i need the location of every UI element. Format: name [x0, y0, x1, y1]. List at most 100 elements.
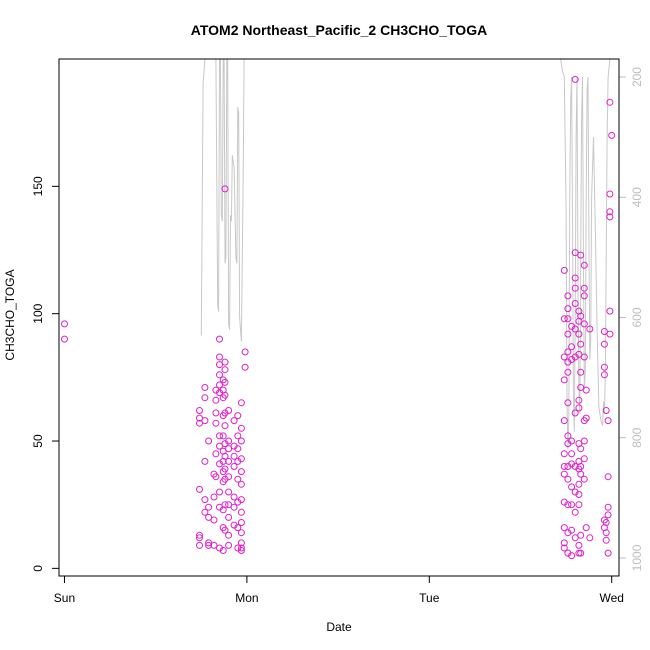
data-point: [196, 407, 203, 414]
data-point: [237, 519, 245, 526]
data-point: [560, 463, 568, 470]
data-point: [230, 493, 238, 501]
data-point: [575, 491, 583, 498]
data-point: [580, 284, 588, 292]
data-point: [221, 452, 229, 460]
data-point: [212, 419, 220, 427]
data-point: [564, 305, 572, 313]
data-point: [560, 544, 568, 552]
data-point: [216, 488, 223, 496]
data-point: [237, 468, 245, 476]
data-point: [582, 524, 590, 532]
data-point: [604, 417, 612, 425]
data-point: [560, 353, 568, 361]
data-point: [606, 307, 614, 315]
data-point: [212, 396, 220, 404]
data-point: [237, 424, 245, 432]
data-point: [221, 501, 229, 509]
data-point: [564, 330, 572, 338]
data-point: [212, 450, 220, 458]
data-point: [210, 493, 218, 501]
data-point: [221, 358, 229, 366]
data-point: [575, 330, 583, 338]
data-point: [237, 529, 245, 537]
data-point: [577, 463, 585, 470]
data-point: [568, 526, 576, 534]
data-point: [237, 480, 245, 488]
data-point: [606, 330, 614, 338]
data-point: [196, 419, 203, 427]
data-point: [564, 292, 572, 300]
data-point: [580, 437, 588, 445]
data-point: [604, 473, 612, 481]
data-point: [571, 249, 579, 257]
data-point: [205, 503, 213, 511]
x-tick-label: Mon: [235, 591, 258, 605]
altitude-line-layer: [200, 58, 611, 450]
data-point: [571, 300, 579, 307]
data-point: [582, 414, 590, 422]
data-point: [230, 463, 238, 470]
data-point: [586, 534, 594, 542]
data-point: [560, 539, 568, 547]
data-point: [221, 422, 229, 430]
data-point: [216, 432, 223, 440]
data-point: [201, 417, 209, 425]
data-point: [237, 455, 245, 463]
data-point: [196, 534, 203, 542]
data-point: [560, 470, 568, 478]
x-tick-label: Tue: [419, 591, 440, 605]
data-point: [571, 284, 579, 292]
data-point: [600, 363, 608, 371]
data-point: [564, 315, 572, 323]
y2-tick-label: 600: [630, 307, 644, 327]
data-point: [571, 508, 579, 516]
data-point: [196, 541, 203, 549]
data-point: [568, 552, 576, 560]
data-point: [221, 526, 229, 534]
data-point: [575, 396, 583, 404]
data-point: [571, 409, 579, 417]
data-point: [201, 496, 209, 504]
altitude-line: [200, 58, 247, 342]
data-point: [560, 376, 568, 384]
data-point: [230, 417, 238, 425]
data-point: [234, 524, 242, 532]
data-point: [237, 496, 245, 504]
data-point: [580, 292, 588, 300]
data-point: [201, 384, 209, 391]
data-point: [225, 457, 233, 465]
data-point: [582, 386, 590, 394]
data-point: [216, 381, 223, 389]
data-point: [606, 208, 614, 216]
data-point: [237, 547, 245, 554]
data-point: [564, 368, 572, 376]
data-point: [580, 475, 588, 483]
data-point: [575, 480, 583, 488]
data-point: [575, 541, 583, 549]
data-point: [577, 312, 585, 320]
data-point: [205, 437, 213, 445]
x-tick-label: Sun: [54, 591, 75, 605]
data-point: [604, 503, 612, 511]
data-point: [604, 549, 612, 557]
data-point: [234, 412, 242, 420]
data-point: [210, 541, 218, 549]
data-point: [560, 417, 568, 425]
data-point: [237, 539, 245, 547]
y2-tick-label: 1000: [630, 544, 644, 571]
data-point: [237, 399, 245, 407]
data-point: [221, 465, 229, 473]
data-point: [216, 335, 223, 343]
data-point: [225, 541, 233, 549]
data-point: [212, 409, 220, 417]
data-point: [604, 511, 612, 519]
data-point: [234, 445, 242, 453]
data-point: [201, 457, 209, 465]
data-point: [600, 340, 608, 348]
data-point: [564, 348, 572, 356]
plot-frame: [58, 58, 620, 577]
data-point: [234, 432, 242, 440]
data-point: [225, 501, 233, 509]
data-point: [580, 261, 588, 269]
